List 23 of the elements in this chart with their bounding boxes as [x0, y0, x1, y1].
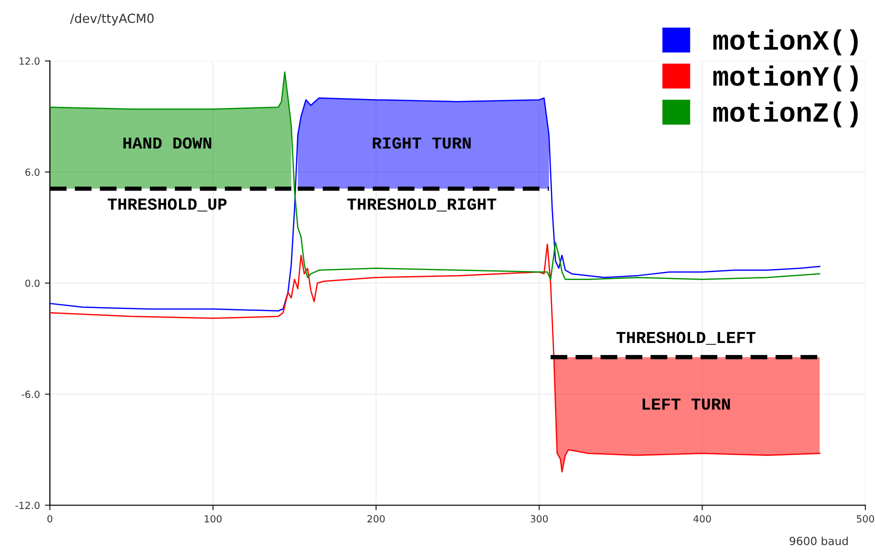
y-tick-label: 0.0 [25, 280, 40, 287]
x-tick-label: 100 [204, 515, 222, 522]
annotation: THRESHOLD_UP [108, 198, 227, 212]
x-tick-label: 400 [693, 515, 711, 522]
x-tick-label: 200 [368, 515, 385, 522]
chart-title: /dev/ttyACM0 [70, 13, 154, 26]
annotation: THRESHOLD_RIGHT [347, 198, 496, 212]
annotation: RIGHT TURN [372, 137, 471, 149]
x-tick-label: 500 [856, 515, 874, 522]
legend-label: motionY() [713, 65, 858, 92]
legend-label: motionZ() [713, 102, 858, 128]
line-series [50, 244, 820, 473]
y-tick-label: -12.0 [15, 502, 40, 510]
y-tick-label: -6.0 [22, 390, 40, 398]
annotation: LEFT TURN [642, 398, 730, 410]
annotation: THRESHOLD_LEFT [616, 332, 756, 345]
y-tick-label: 6.0 [25, 168, 40, 176]
y-tick-label: 12.0 [20, 57, 40, 65]
annotation: HAND DOWN [123, 137, 212, 149]
x-tick-label: 300 [530, 515, 548, 522]
x-tick-label: 0 [47, 515, 52, 522]
text: 9600 baud [790, 536, 848, 546]
legend-label: motionX() [713, 29, 858, 56]
